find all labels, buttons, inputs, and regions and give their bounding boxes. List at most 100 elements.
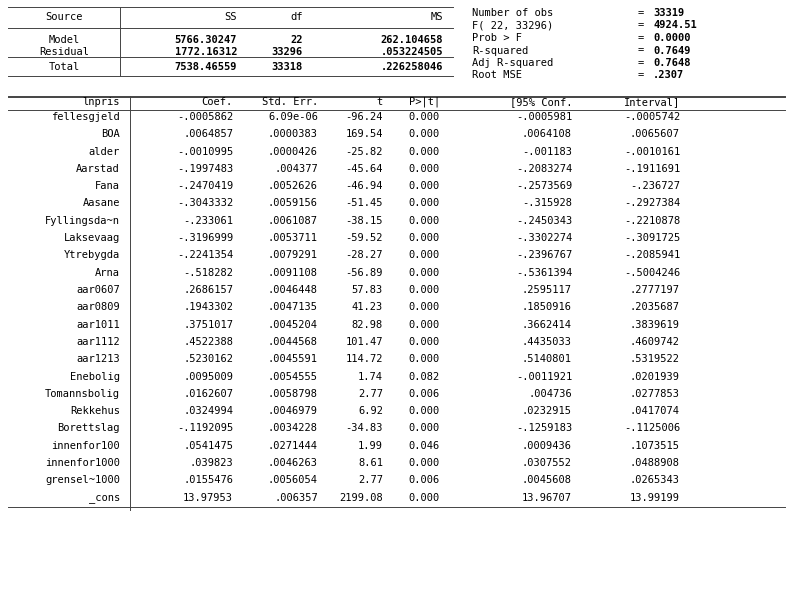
Text: -.0010995: -.0010995	[177, 147, 233, 156]
Text: 2.77: 2.77	[358, 389, 383, 399]
Text: .5140801: .5140801	[522, 354, 572, 364]
Text: 41.23: 41.23	[352, 302, 383, 312]
Text: .0000426: .0000426	[268, 147, 318, 156]
Text: -51.45: -51.45	[346, 199, 383, 208]
Text: .0091108: .0091108	[268, 268, 318, 278]
Text: Adj R-squared: Adj R-squared	[472, 58, 554, 68]
Text: Enebolig: Enebolig	[70, 371, 120, 381]
Text: -.0005981: -.0005981	[515, 112, 572, 122]
Text: 0.000: 0.000	[408, 354, 440, 364]
Text: 0.000: 0.000	[408, 199, 440, 208]
Text: 0.000: 0.000	[408, 164, 440, 174]
Text: -.5361394: -.5361394	[515, 268, 572, 278]
Text: -.0005862: -.0005862	[177, 112, 233, 122]
Text: -.2470419: -.2470419	[177, 181, 233, 191]
Text: .004736: .004736	[528, 389, 572, 399]
Text: -.5004246: -.5004246	[624, 268, 680, 278]
Text: .0046979: .0046979	[268, 406, 318, 416]
Text: 0.7649: 0.7649	[653, 45, 691, 56]
Text: =: =	[638, 70, 644, 80]
Text: 0.000: 0.000	[408, 458, 440, 468]
Text: _cons: _cons	[89, 493, 120, 503]
Text: 0.000: 0.000	[408, 129, 440, 139]
Text: -46.94: -46.94	[346, 181, 383, 191]
Text: .0047135: .0047135	[268, 302, 318, 312]
Text: =: =	[638, 58, 644, 68]
Text: 0.006: 0.006	[408, 475, 440, 485]
Text: 0.000: 0.000	[408, 285, 440, 295]
Text: Aasane: Aasane	[82, 199, 120, 208]
Text: 13.99199: 13.99199	[630, 493, 680, 503]
Text: .3751017: .3751017	[183, 319, 233, 330]
Text: .4609742: .4609742	[630, 337, 680, 347]
Text: .0046263: .0046263	[268, 458, 318, 468]
Text: 101.47: 101.47	[346, 337, 383, 347]
Text: 0.006: 0.006	[408, 389, 440, 399]
Text: -.2241354: -.2241354	[177, 250, 233, 261]
Text: 169.54: 169.54	[346, 129, 383, 139]
Text: aar1112: aar1112	[76, 337, 120, 347]
Text: =: =	[638, 20, 644, 31]
Text: .2307: .2307	[653, 70, 684, 80]
Text: =: =	[638, 33, 644, 43]
Text: 0.000: 0.000	[408, 337, 440, 347]
Text: aar0809: aar0809	[76, 302, 120, 312]
Text: 2.77: 2.77	[358, 475, 383, 485]
Text: .2777197: .2777197	[630, 285, 680, 295]
Text: -.3196999: -.3196999	[177, 233, 233, 243]
Text: .0034228: .0034228	[268, 424, 318, 433]
Text: .004377: .004377	[274, 164, 318, 174]
Text: aar1213: aar1213	[76, 354, 120, 364]
Text: Interval]: Interval]	[624, 97, 680, 107]
Text: -.0011921: -.0011921	[515, 371, 572, 381]
Text: [95% Conf.: [95% Conf.	[509, 97, 572, 107]
Text: aar0607: aar0607	[76, 285, 120, 295]
Text: .0162607: .0162607	[183, 389, 233, 399]
Text: Total: Total	[48, 62, 79, 72]
Text: 33319: 33319	[653, 8, 684, 18]
Text: -.236727: -.236727	[630, 181, 680, 191]
Text: .0232915: .0232915	[522, 406, 572, 416]
Text: -38.15: -38.15	[346, 216, 383, 226]
Text: -.518282: -.518282	[183, 268, 233, 278]
Text: Prob > F: Prob > F	[472, 33, 522, 43]
Text: .0277853: .0277853	[630, 389, 680, 399]
Text: P>|t|: P>|t|	[408, 97, 440, 107]
Text: .0045608: .0045608	[522, 475, 572, 485]
Text: .0155476: .0155476	[183, 475, 233, 485]
Text: .3662414: .3662414	[522, 319, 572, 330]
Text: .4522388: .4522388	[183, 337, 233, 347]
Text: .0045204: .0045204	[268, 319, 318, 330]
Text: .0061087: .0061087	[268, 216, 318, 226]
Text: .0307552: .0307552	[522, 458, 572, 468]
Text: .0000383: .0000383	[268, 129, 318, 139]
Text: .0052626: .0052626	[268, 181, 318, 191]
Text: MS: MS	[431, 12, 443, 22]
Text: .0058798: .0058798	[268, 389, 318, 399]
Text: 0.000: 0.000	[408, 319, 440, 330]
Text: -.2396767: -.2396767	[515, 250, 572, 261]
Text: =: =	[638, 45, 644, 56]
Text: 8.61: 8.61	[358, 458, 383, 468]
Text: Root MSE: Root MSE	[472, 70, 522, 80]
Text: -.1997483: -.1997483	[177, 164, 233, 174]
Text: -34.83: -34.83	[346, 424, 383, 433]
Text: 0.000: 0.000	[408, 216, 440, 226]
Text: 0.0000: 0.0000	[653, 33, 691, 43]
Text: -.1259183: -.1259183	[515, 424, 572, 433]
Text: .0541475: .0541475	[183, 441, 233, 451]
Text: t: t	[377, 97, 383, 107]
Text: .2595117: .2595117	[522, 285, 572, 295]
Text: -.2450343: -.2450343	[515, 216, 572, 226]
Text: Number of obs: Number of obs	[472, 8, 554, 18]
Text: -56.89: -56.89	[346, 268, 383, 278]
Text: .4435033: .4435033	[522, 337, 572, 347]
Text: 33296: 33296	[272, 47, 303, 57]
Text: Tomannsbolig: Tomannsbolig	[45, 389, 120, 399]
Text: 262.104658: 262.104658	[381, 35, 443, 45]
Text: Aarstad: Aarstad	[76, 164, 120, 174]
Text: .0065607: .0065607	[630, 129, 680, 139]
Text: Arna: Arna	[95, 268, 120, 278]
Text: -.2083274: -.2083274	[515, 164, 572, 174]
Text: Borettslag: Borettslag	[58, 424, 120, 433]
